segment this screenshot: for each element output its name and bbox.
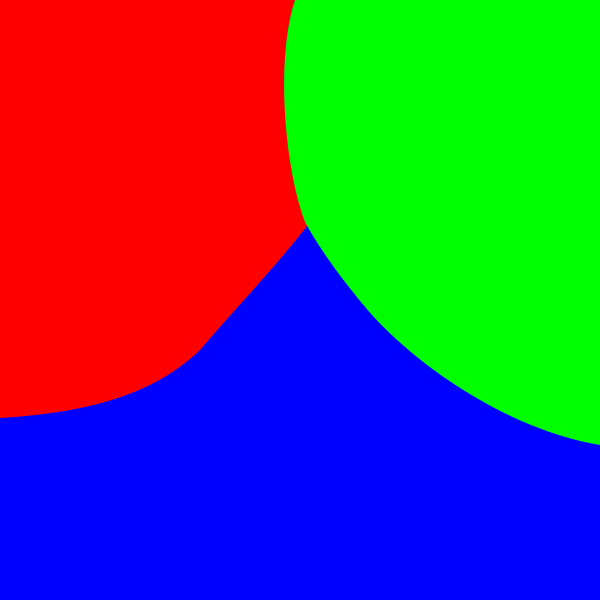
red-region (0, 0, 310, 418)
green-region (284, 0, 600, 445)
